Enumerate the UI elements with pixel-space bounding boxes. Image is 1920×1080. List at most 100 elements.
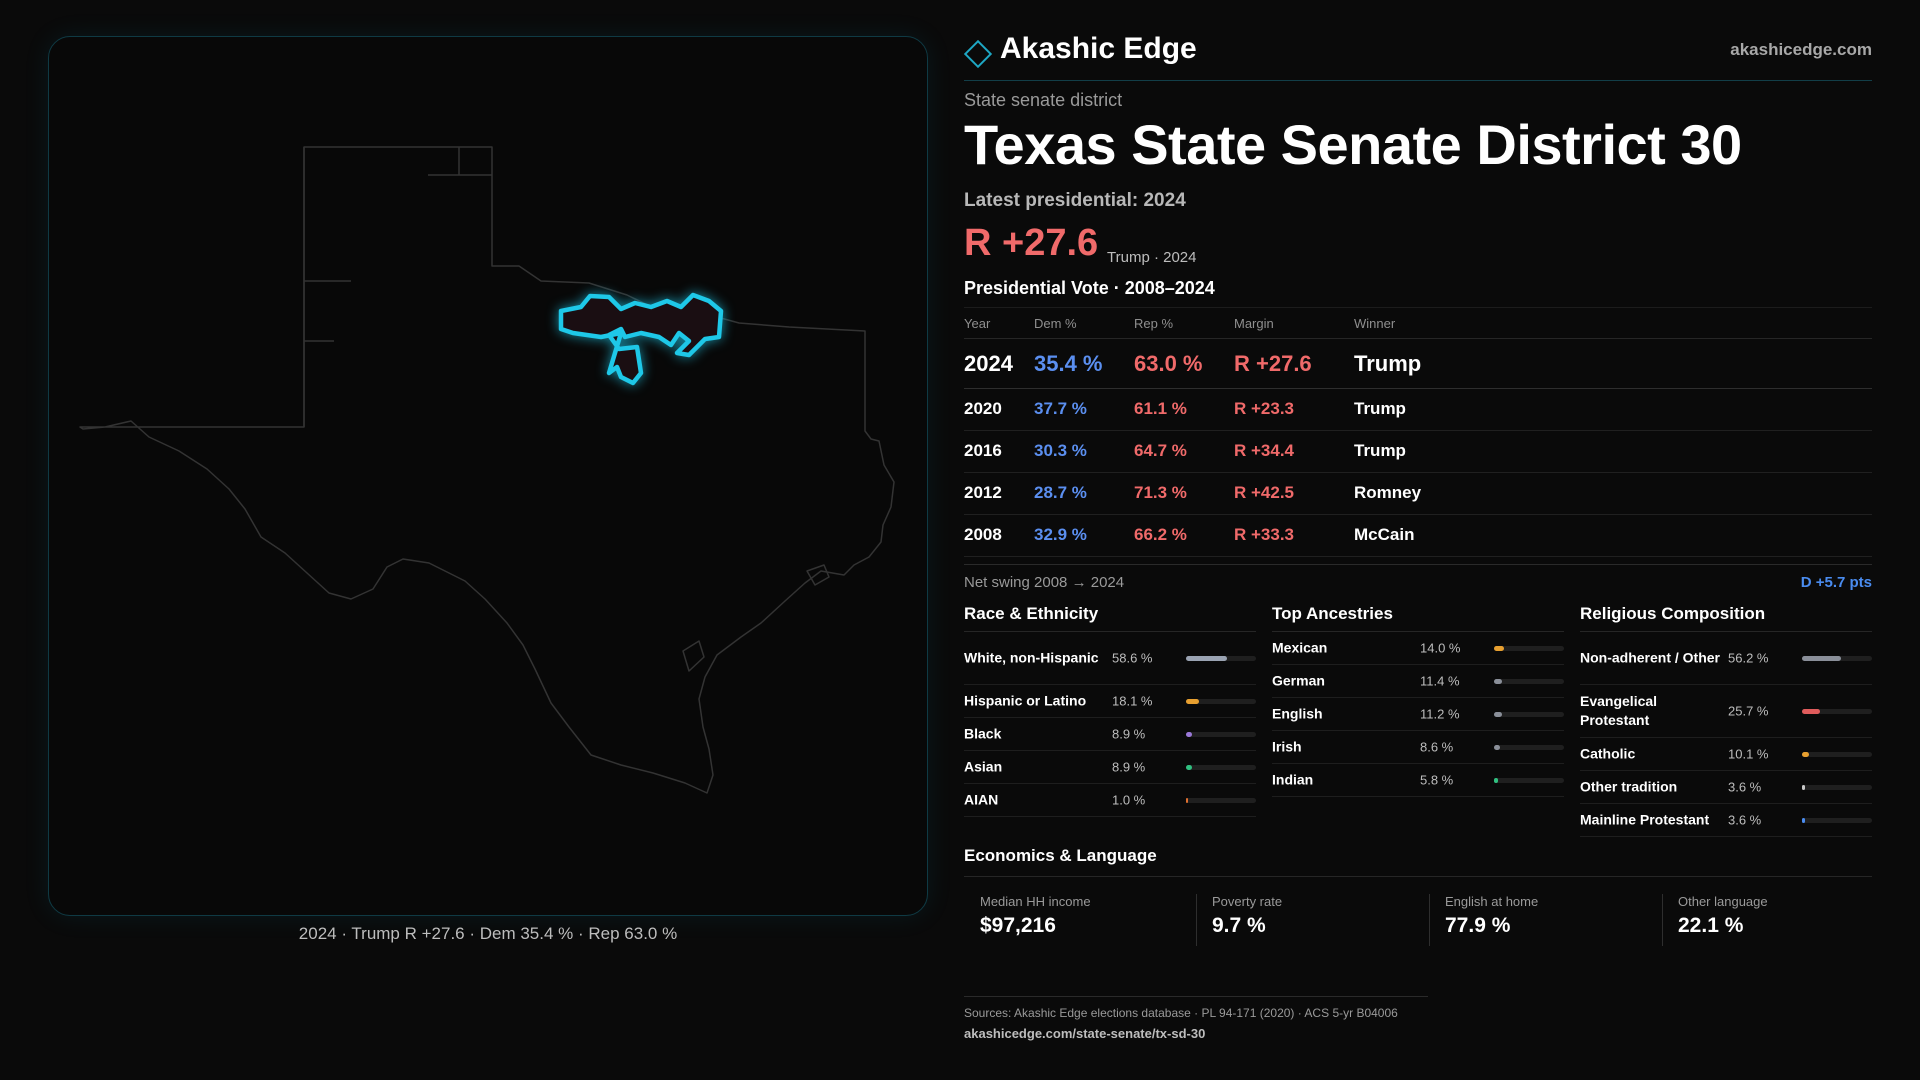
item-pct: 5.8 % [1420,772,1454,788]
item-bar-track [1186,656,1256,661]
row-rep: 66.2 % [1134,525,1187,544]
item-pct: 8.9 % [1112,759,1146,775]
brand-site-link[interactable]: akashicedge.com [1730,40,1872,59]
item-bar-fill [1186,765,1193,770]
list-item: German 11.4 % [1272,665,1564,698]
item-label: Indian [1272,771,1314,788]
item-bar-track [1494,646,1564,651]
divider [964,564,1872,565]
item-label: Mainline Protestant [1580,811,1710,828]
econ-card-poverty: Poverty rate 9.7 % [1196,890,1396,946]
col-dem: Dem % [1034,316,1077,331]
item-pct: 8.9 % [1112,726,1146,742]
item-bar-track [1494,679,1564,684]
item-pct: 18.1 % [1112,693,1153,709]
item-bar-track [1494,778,1564,783]
list-item: Irish 8.6 % [1272,731,1564,764]
item-label: Other tradition [1580,778,1678,795]
item-bar-track [1186,732,1256,737]
map-panel[interactable] [48,36,928,916]
texas-map[interactable] [49,37,929,917]
religion-panel: Religious Composition Non-adherent / Oth… [1580,604,1872,837]
row-dem: 28.7 % [1034,483,1087,502]
district-30-highlight[interactable] [558,292,724,386]
col-year: Year [964,316,991,331]
row-margin: R +33.3 [1234,525,1295,544]
table-row: 2008 32.9 % 66.2 % R +33.3 McCain [964,515,1872,557]
item-bar-track [1494,712,1564,717]
row-year: 2020 [964,399,1002,418]
item-bar-fill [1494,745,1501,750]
row-winner: Romney [1354,483,1422,502]
item-label: Non-adherent / Other [1580,649,1721,666]
list-item: Indian 5.8 % [1272,764,1564,797]
row-dem: 30.3 % [1034,441,1087,460]
row-dem: 35.4 % [1034,351,1103,376]
brand-name[interactable]: Akashic Edge [1000,32,1197,65]
item-bar-fill [1802,656,1842,661]
col-margin: Margin [1234,316,1274,331]
row-dem: 32.9 % [1034,525,1087,544]
list-item: Hispanic or Latino 18.1 % [964,685,1256,718]
row-rep: 71.3 % [1134,483,1187,502]
item-pct: 56.2 % [1728,650,1769,666]
vote-table-header: Year Dem % Rep % Margin Winner [964,307,1872,339]
district-kind: State senate district [964,90,1123,110]
table-row: 2024 35.4 % 63.0 % R +27.6 Trump [964,339,1872,389]
item-label: Mexican [1272,639,1328,656]
divider [1196,894,1197,946]
row-margin: R +34.4 [1234,441,1295,460]
econ-label: Poverty rate [1212,894,1283,909]
religion-title: Religious Composition [1580,604,1872,632]
econ-label: Other language [1678,894,1768,909]
page-title: Texas State Senate District 30 [964,113,1742,176]
item-bar-fill [1802,752,1810,757]
divider [964,876,1872,877]
item-bar-fill [1494,646,1504,651]
row-margin: R +42.5 [1234,483,1295,502]
row-year: 2016 [964,441,1002,460]
item-pct: 1.0 % [1112,792,1146,808]
item-bar-fill [1802,818,1805,823]
econ-value: 77.9 % [1445,914,1511,937]
row-year: 2008 [964,525,1002,544]
list-item: Mainline Protestant 3.6 % [1580,804,1872,837]
item-bar-track [1802,752,1872,757]
map-caption: 2024 · Trump R +27.6 · Dem 35.4 % · Rep … [298,924,678,943]
row-rep: 64.7 % [1134,441,1187,460]
col-rep: Rep % [1134,316,1174,331]
col-winner: Winner [1354,316,1396,331]
list-item: Black 8.9 % [964,718,1256,751]
list-item: Other tradition 3.6 % [1580,771,1872,804]
item-bar-track [1186,765,1256,770]
source-url-link[interactable]: akashicedge.com/state-senate/tx-sd-30 [964,1026,1206,1041]
net-swing-value: D +5.7 pts [1800,574,1872,591]
item-bar-track [1186,699,1256,704]
list-item: Evangelical Protestant 25.7 % [1580,685,1872,738]
row-winner: Trump [1354,351,1422,376]
divider [1429,894,1430,946]
row-year: 2012 [964,483,1002,502]
row-winner: McCain [1354,525,1415,544]
item-bar-fill [1802,709,1820,714]
table-row: 2016 30.3 % 64.7 % R +34.4 Trump [964,431,1872,473]
row-margin: R +27.6 [1234,351,1312,376]
item-pct: 25.7 % [1728,703,1769,719]
item-label: Irish [1272,738,1302,755]
list-item: Asian 8.9 % [964,751,1256,784]
latest-margin-sub: Trump · 2024 [1107,249,1197,266]
econ-card-income: Median HH income $97,216 [964,890,1164,946]
item-label: English [1272,705,1323,722]
item-label: Hispanic or Latino [964,692,1087,709]
item-pct: 3.6 % [1728,779,1762,795]
row-rep: 63.0 % [1134,351,1203,376]
item-label: Black [964,725,1002,742]
table-row: 2020 37.7 % 61.1 % R +23.3 Trump [964,389,1872,431]
list-item: AIAN 1.0 % [964,784,1256,817]
item-pct: 11.2 % [1420,706,1460,722]
item-pct: 3.6 % [1728,812,1762,828]
brand-row: Akashic Edge akashicedge.com [963,30,1872,80]
item-bar-fill [1186,699,1199,704]
latest-presidential: Latest presidential: 2024 [964,190,1186,211]
list-item: Mexican 14.0 % [1272,632,1564,665]
